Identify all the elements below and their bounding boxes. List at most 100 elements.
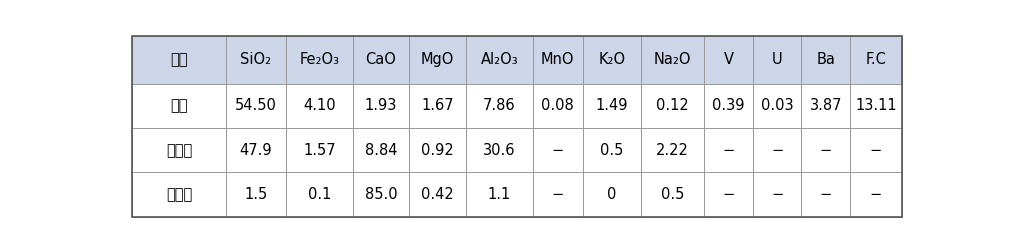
Bar bbox=[353, 172, 410, 217]
Text: Ba: Ba bbox=[816, 52, 835, 67]
Text: −: − bbox=[552, 187, 564, 202]
Bar bbox=[583, 84, 641, 128]
Bar bbox=[583, 128, 641, 172]
Bar bbox=[801, 172, 850, 217]
Bar bbox=[287, 36, 353, 84]
Text: 0.1: 0.1 bbox=[308, 187, 331, 202]
Text: 생석회: 생석회 bbox=[165, 187, 192, 202]
Bar bbox=[132, 84, 226, 128]
Bar bbox=[410, 128, 466, 172]
Text: 1.93: 1.93 bbox=[365, 98, 398, 114]
Bar bbox=[704, 36, 753, 84]
Text: U: U bbox=[772, 52, 782, 67]
Text: 0.5: 0.5 bbox=[661, 187, 684, 202]
Text: 3.87: 3.87 bbox=[809, 98, 842, 114]
Bar bbox=[226, 128, 287, 172]
Text: −: − bbox=[552, 143, 564, 158]
Bar bbox=[704, 128, 753, 172]
Bar bbox=[801, 36, 850, 84]
Text: F.C: F.C bbox=[866, 52, 886, 67]
Bar bbox=[466, 84, 533, 128]
Text: 0.08: 0.08 bbox=[541, 98, 574, 114]
Bar bbox=[801, 84, 850, 128]
Bar bbox=[353, 128, 410, 172]
Text: 1.49: 1.49 bbox=[595, 98, 629, 114]
Bar bbox=[753, 36, 801, 84]
Bar bbox=[410, 172, 466, 217]
Bar bbox=[410, 36, 466, 84]
Text: −: − bbox=[819, 187, 831, 202]
Text: 0.92: 0.92 bbox=[422, 143, 454, 158]
Bar bbox=[287, 172, 353, 217]
Bar bbox=[533, 172, 583, 217]
Bar bbox=[753, 128, 801, 172]
Text: 54.50: 54.50 bbox=[235, 98, 276, 114]
Text: 30.6: 30.6 bbox=[483, 143, 516, 158]
Bar bbox=[410, 84, 466, 128]
Bar bbox=[641, 172, 704, 217]
Text: 13.11: 13.11 bbox=[855, 98, 897, 114]
Text: −: − bbox=[870, 187, 882, 202]
Text: Na₂O: Na₂O bbox=[654, 52, 691, 67]
Bar bbox=[753, 172, 801, 217]
Bar bbox=[533, 84, 583, 128]
Text: 47.9: 47.9 bbox=[239, 143, 272, 158]
Bar bbox=[533, 128, 583, 172]
Bar bbox=[753, 84, 801, 128]
Text: K₂O: K₂O bbox=[598, 52, 626, 67]
Bar bbox=[704, 84, 753, 128]
Text: SiO₂: SiO₂ bbox=[240, 52, 271, 67]
Bar bbox=[287, 128, 353, 172]
Text: Fe₂O₃: Fe₂O₃ bbox=[300, 52, 339, 67]
Text: −: − bbox=[870, 143, 882, 158]
Text: 덕평: 덕평 bbox=[171, 98, 188, 114]
Bar bbox=[704, 172, 753, 217]
Text: 4.10: 4.10 bbox=[303, 98, 336, 114]
Bar bbox=[132, 172, 226, 217]
Bar bbox=[641, 36, 704, 84]
Text: 1.1: 1.1 bbox=[487, 187, 511, 202]
Text: −: − bbox=[722, 143, 735, 158]
Text: 0.42: 0.42 bbox=[422, 187, 454, 202]
Text: 2.22: 2.22 bbox=[656, 143, 689, 158]
Bar bbox=[287, 84, 353, 128]
Text: 0.12: 0.12 bbox=[656, 98, 689, 114]
Bar bbox=[583, 36, 641, 84]
Text: 0.39: 0.39 bbox=[712, 98, 745, 114]
Bar bbox=[226, 36, 287, 84]
Text: Al₂O₃: Al₂O₃ bbox=[480, 52, 518, 67]
Bar bbox=[850, 36, 902, 84]
Bar bbox=[226, 84, 287, 128]
Bar bbox=[641, 84, 704, 128]
Text: 1.57: 1.57 bbox=[303, 143, 336, 158]
Bar bbox=[583, 172, 641, 217]
Text: MnO: MnO bbox=[541, 52, 574, 67]
Text: −: − bbox=[819, 143, 831, 158]
Text: CaO: CaO bbox=[365, 52, 397, 67]
Text: 0: 0 bbox=[607, 187, 616, 202]
Text: −: − bbox=[771, 143, 783, 158]
Bar bbox=[353, 36, 410, 84]
Bar bbox=[132, 36, 226, 84]
Bar bbox=[641, 128, 704, 172]
Text: 1.5: 1.5 bbox=[244, 187, 267, 202]
Bar bbox=[850, 84, 902, 128]
Text: 고령토: 고령토 bbox=[165, 143, 192, 158]
Bar bbox=[466, 36, 533, 84]
Text: 85.0: 85.0 bbox=[364, 187, 398, 202]
Bar bbox=[353, 84, 410, 128]
Bar bbox=[533, 36, 583, 84]
Text: 7.86: 7.86 bbox=[483, 98, 516, 114]
Text: 구분: 구분 bbox=[171, 52, 188, 67]
Text: 0.03: 0.03 bbox=[761, 98, 793, 114]
Bar bbox=[466, 172, 533, 217]
Text: 1.67: 1.67 bbox=[422, 98, 454, 114]
Text: 8.84: 8.84 bbox=[365, 143, 398, 158]
Bar bbox=[466, 128, 533, 172]
Text: −: − bbox=[771, 187, 783, 202]
Text: MgO: MgO bbox=[421, 52, 454, 67]
Bar bbox=[850, 172, 902, 217]
Bar bbox=[801, 128, 850, 172]
Bar bbox=[132, 128, 226, 172]
Text: 0.5: 0.5 bbox=[600, 143, 624, 158]
